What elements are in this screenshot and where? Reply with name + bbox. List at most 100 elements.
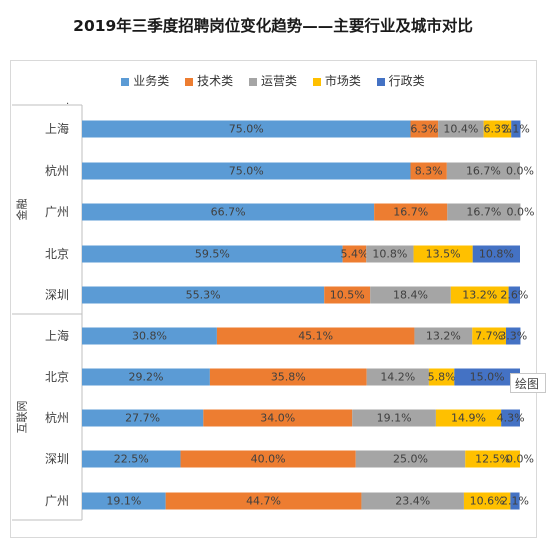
- bar-segment-operations: [438, 120, 484, 138]
- data-label-tech: 8.3%: [415, 165, 443, 178]
- data-label-tech: 35.8%: [271, 371, 306, 384]
- legend-label-marketing: 市场类: [324, 74, 361, 88]
- bar-segment-business: [82, 162, 411, 180]
- bar-segment-business: [82, 492, 166, 510]
- data-label-business: 29.2%: [128, 371, 163, 384]
- data-label-business: 59.5%: [195, 248, 230, 261]
- data-label-marketing: 6.3%: [483, 123, 511, 136]
- data-label-marketing: 14.9%: [451, 412, 486, 425]
- bar-segment-admin: [508, 286, 520, 304]
- data-label-admin: 4.3%: [497, 412, 525, 425]
- bar-segment-marketing: [450, 286, 509, 304]
- data-label-business: 30.8%: [132, 330, 167, 343]
- data-label-marketing: 13.5%: [426, 248, 461, 261]
- legend-swatch-business: [121, 77, 130, 86]
- data-label-business: 75.0%: [229, 123, 264, 136]
- bar-segment-tech: [203, 409, 353, 427]
- data-label-business: 27.7%: [125, 412, 160, 425]
- legend-swatch-operations: [248, 77, 257, 86]
- city-tick-label: 深圳: [45, 452, 69, 466]
- bar-segment-admin: [454, 368, 520, 386]
- chart-title: 2019年三季度招聘岗位变化趋势——主要行业及城市对比: [73, 17, 473, 35]
- data-label-operations: 16.7%: [466, 206, 501, 219]
- bar-segment-admin: [510, 492, 520, 510]
- bar-segment-operations: [366, 245, 414, 263]
- data-label-admin: 15.0%: [470, 371, 505, 384]
- data-label-admin: 10.8%: [479, 248, 514, 261]
- data-label-tech: 34.0%: [260, 412, 295, 425]
- legend: 业务类 技术类 运营类 市场类 行政类: [0, 72, 546, 89]
- legend-swatch-admin: [376, 77, 385, 86]
- bar-segment-tech: [374, 203, 448, 221]
- bar-segment-business: [82, 286, 325, 304]
- bar-segment-business: [82, 409, 204, 427]
- legend-label-business: 业务类: [133, 74, 170, 88]
- legend-item-marketing: 市场类: [312, 72, 361, 89]
- data-label-operations: 18.4%: [393, 289, 428, 302]
- data-label-business: 22.5%: [114, 453, 149, 466]
- bar-segment-marketing: [472, 327, 506, 345]
- bar-segment-operations: [352, 409, 436, 427]
- bar-segment-operations: [446, 162, 520, 180]
- bar-segment-admin: [511, 120, 521, 138]
- bar-segment-operations: [414, 327, 473, 345]
- chart-frame: [10, 60, 537, 538]
- data-label-tech: 6.3%: [410, 123, 438, 136]
- data-label-marketing: 13.2%: [462, 289, 497, 302]
- bar-segment-admin: [472, 245, 520, 263]
- bar-segment-admin: [505, 327, 521, 345]
- data-label-operations: 10.4%: [443, 123, 478, 136]
- tooltip: 绘图: [510, 373, 546, 393]
- bar-segment-tech: [410, 162, 447, 180]
- bar-segment-tech: [216, 327, 415, 345]
- data-label-marketing: 12.5%: [475, 453, 510, 466]
- city-tick-label: 上海: [45, 328, 69, 343]
- bar-segment-tech: [410, 120, 439, 138]
- legend-label-tech: 技术类: [197, 74, 234, 88]
- data-label-business: 55.3%: [186, 289, 221, 302]
- data-label-operations: 23.4%: [395, 495, 430, 508]
- city-tick-label: 上海: [45, 121, 69, 136]
- city-tick-label: 深圳: [45, 288, 69, 302]
- data-label-tech: 10.5%: [330, 289, 365, 302]
- bar-segment-marketing: [463, 492, 511, 510]
- city-tick-label: 北京: [45, 370, 69, 384]
- legend-item-tech: 技术类: [185, 72, 233, 89]
- data-label-business: 75.0%: [229, 165, 264, 178]
- data-label-admin: 3.3%: [499, 330, 527, 343]
- bar-segment-business: [82, 203, 375, 221]
- data-label-operations: 13.2%: [426, 330, 461, 343]
- bar-segment-operations: [361, 492, 464, 510]
- bar-segment-business: [82, 450, 181, 468]
- bar-segment-tech: [209, 368, 367, 386]
- data-label-business: 66.7%: [211, 206, 246, 219]
- data-label-admin: 2.1%: [502, 123, 530, 136]
- bar-segment-marketing: [465, 450, 520, 468]
- city-tick-label: 广州: [45, 494, 69, 508]
- data-label-tech: 16.7%: [393, 206, 428, 219]
- bar-segment-tech: [180, 450, 356, 468]
- data-label-admin: 2.6%: [500, 289, 528, 302]
- data-label-operations: 25.0%: [393, 453, 428, 466]
- data-label-admin: 0.0%: [506, 453, 534, 466]
- city-tick-label: 杭州: [45, 410, 69, 425]
- legend-item-business: 业务类: [121, 72, 169, 89]
- group-label: 互联网: [16, 401, 29, 434]
- city-tick-label: 杭州: [45, 163, 69, 178]
- data-label-marketing: 0.0%: [506, 206, 534, 219]
- legend-item-operations: 运营类: [248, 72, 297, 89]
- bar-segment-tech: [165, 492, 362, 510]
- data-label-marketing: 10.6%: [470, 495, 505, 508]
- stray-dot: .: [66, 96, 70, 107]
- data-label-tech: 40.0%: [251, 453, 286, 466]
- data-label-operations: 10.8%: [372, 248, 407, 261]
- bar-segment-operations: [366, 368, 429, 386]
- data-label-operations: 14.2%: [380, 371, 415, 384]
- bar-segment-operations: [447, 203, 521, 221]
- legend-label-admin: 行政类: [388, 74, 425, 88]
- city-tick-label: 北京: [45, 247, 69, 261]
- bar-segment-admin: [501, 409, 520, 427]
- city-tick-label: 广州: [45, 205, 69, 219]
- bar-segment-marketing: [413, 245, 473, 263]
- bar-segment-business: [82, 120, 411, 138]
